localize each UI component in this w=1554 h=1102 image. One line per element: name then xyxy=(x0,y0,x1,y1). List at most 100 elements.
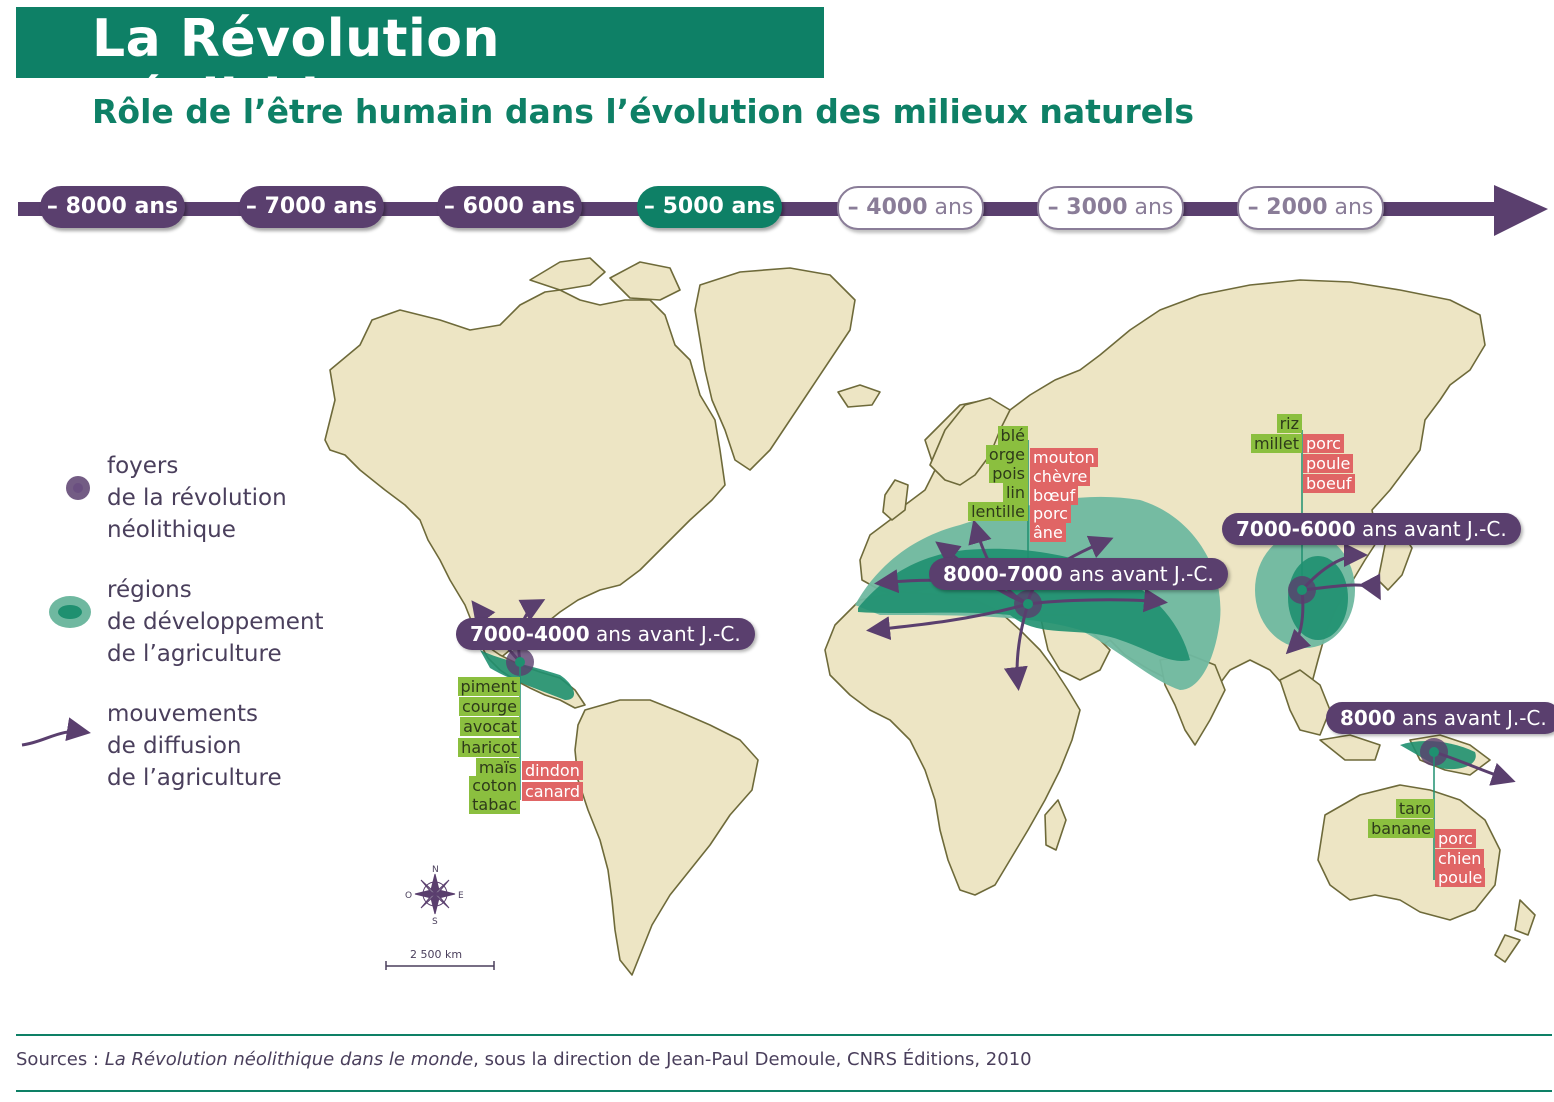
land-north-america xyxy=(324,289,726,661)
footer-divider-bottom xyxy=(16,1090,1552,1092)
timeline-label: – 7000 ans xyxy=(245,194,378,219)
timeline-label-rest: ans xyxy=(927,195,974,220)
land-arctic-island-2 xyxy=(609,261,681,301)
region-mesoamerica xyxy=(480,650,575,700)
legend-line: de l’agriculture xyxy=(107,641,282,667)
badge-china: 7000-6000 ans avant J.-C. xyxy=(1222,513,1521,545)
animal-tag: porc xyxy=(1435,829,1476,848)
animal-tag: âne xyxy=(1030,523,1066,542)
legend-arrow-icon xyxy=(21,717,91,747)
land-iceland xyxy=(837,384,881,408)
animal-tag: mouton xyxy=(1030,448,1098,467)
badge-date: 8000-7000 xyxy=(943,562,1063,586)
land-arctic-islands xyxy=(529,257,606,291)
page-subtitle: Rôle de l’être humain dans l’évolution d… xyxy=(92,92,1195,131)
animal-tag: porc xyxy=(1303,434,1344,453)
land-britain xyxy=(882,479,909,521)
legend-line: de diffusion xyxy=(107,733,242,759)
footer-divider-top xyxy=(16,1034,1552,1036)
badge-rest: ans avant J.-C. xyxy=(1062,562,1214,586)
animal-tag: canard xyxy=(522,782,583,801)
timeline-pill-3000: – 3000 ans xyxy=(1037,186,1184,230)
legend-line: de l’agriculture xyxy=(107,765,282,791)
legend-line: mouvements xyxy=(107,701,258,727)
land-new-zealand-south xyxy=(1494,934,1521,963)
legend-region-icon xyxy=(49,596,91,628)
animal-tag: dindon xyxy=(522,761,583,780)
plant-tag: coton xyxy=(469,776,520,795)
badge-fertile-crescent: 8000-7000 ans avant J.-C. xyxy=(929,558,1228,590)
timeline-label-bold: – 2000 xyxy=(1247,195,1328,220)
timeline-label: – 8000 ans xyxy=(46,194,179,219)
plant-tag: pois xyxy=(989,464,1028,483)
badge-new-guinea: 8000 ans avant J.-C. xyxy=(1326,702,1554,734)
animal-tag: boeuf xyxy=(1303,474,1355,493)
timeline-pill-7000: – 7000 ans xyxy=(239,186,384,228)
plant-tag: haricot xyxy=(458,738,520,757)
plant-tag: lin xyxy=(1002,483,1028,502)
plant-tag: riz xyxy=(1276,414,1302,433)
timeline-label-rest: ans xyxy=(1327,195,1374,220)
plant-tag: piment xyxy=(457,677,520,696)
plant-tag: tabac xyxy=(469,795,520,814)
scale-bar xyxy=(385,961,495,970)
plant-tag: blé xyxy=(997,426,1028,445)
legend-line: de la révolution xyxy=(107,485,287,511)
timeline-label: – 5000 ans xyxy=(643,194,776,219)
plant-tag: banane xyxy=(1368,819,1434,838)
plant-tag: courge xyxy=(458,697,520,716)
animal-tag: porc xyxy=(1030,504,1071,523)
land-southeast-asia xyxy=(1279,669,1331,736)
plant-tag: millet xyxy=(1250,434,1302,453)
legend-line: de développement xyxy=(107,609,324,635)
timeline-label-rest: ans xyxy=(1127,195,1174,220)
animal-tag: chien xyxy=(1435,849,1485,868)
plant-tag: lentille xyxy=(968,502,1028,521)
land-south-america xyxy=(574,699,759,976)
legend-foyer-icon xyxy=(66,476,90,500)
badge-date: 8000 xyxy=(1340,706,1396,730)
land-greenland xyxy=(694,267,856,471)
animal-tag: chèvre xyxy=(1030,467,1091,486)
legend-foyers: foyers de la révolution néolithique xyxy=(107,450,287,546)
arrow-diffusion xyxy=(866,602,1029,641)
land-africa xyxy=(824,591,1081,896)
plant-tag: taro xyxy=(1395,799,1434,818)
badge-mesoamerica: 7000-4000 ans avant J.-C. xyxy=(456,618,755,650)
center-fertile-crescent xyxy=(1014,590,1042,618)
timeline-pill-8000: – 8000 ans xyxy=(40,186,185,228)
land-madagascar xyxy=(1044,799,1067,851)
animal-tag: bœuf xyxy=(1030,486,1079,505)
title-banner: La Révolution néolithique xyxy=(16,7,824,129)
compass-s: S xyxy=(432,917,438,927)
land-indonesia xyxy=(1319,734,1381,761)
badge-rest: ans avant J.-C. xyxy=(589,622,741,646)
legend-mouvements: mouvements de diffusion de l’agriculture xyxy=(107,698,282,794)
timeline-label-bold: – 3000 xyxy=(1047,195,1128,220)
timeline-pill-6000: – 6000 ans xyxy=(437,186,582,228)
legend-line: régions xyxy=(107,577,192,603)
legend-line: foyers xyxy=(107,453,179,479)
timeline-label: – 6000 ans xyxy=(443,194,576,219)
center-china xyxy=(1288,576,1316,604)
badge-date: 7000-6000 xyxy=(1236,517,1356,541)
badge-rest: ans avant J.-C. xyxy=(1355,517,1507,541)
sources-book: La Révolution néolithique dans le monde xyxy=(104,1049,474,1070)
plant-tag: maïs xyxy=(475,758,520,777)
compass-e: E xyxy=(458,891,464,901)
scale-label: 2 500 km xyxy=(410,948,463,961)
badge-date: 7000-4000 xyxy=(470,622,590,646)
plant-tag: avocat xyxy=(460,717,520,736)
sources-prefix: Sources : xyxy=(16,1049,105,1070)
timeline-pill-5000: – 5000 ans xyxy=(637,186,782,228)
compass-n: N xyxy=(432,865,439,875)
animal-tag: poule xyxy=(1435,868,1486,887)
timeline-label-bold: – 4000 xyxy=(847,195,928,220)
compass-rose-icon xyxy=(414,873,456,915)
timeline-pill-4000: – 4000 ans xyxy=(837,186,984,230)
plant-tag: orge xyxy=(985,445,1028,464)
animal-tag: poule xyxy=(1303,454,1354,473)
page-title: La Révolution néolithique xyxy=(92,9,501,129)
land-new-zealand xyxy=(1514,899,1536,936)
